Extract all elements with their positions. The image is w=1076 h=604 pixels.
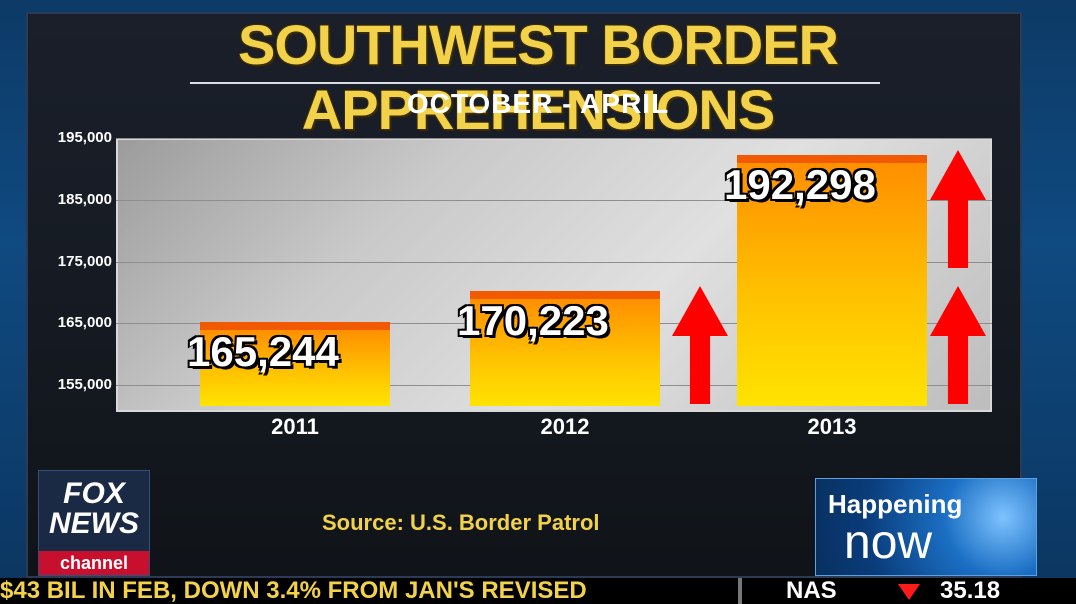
down-triangle-icon	[898, 584, 920, 600]
ticker-symbol: NAS	[786, 577, 837, 604]
y-tick-label: 165,000	[57, 314, 112, 332]
fox-news-logo: FOX NEWS channel	[38, 470, 150, 576]
news-ticker: $43 BIL IN FEB, DOWN 3.4% FROM JAN'S REV…	[0, 578, 1076, 604]
chart-subtitle: OCTOBER - APRIL	[406, 88, 670, 119]
happening-line2: now	[844, 516, 933, 569]
bar-2013	[737, 154, 927, 406]
y-tick-label: 175,000	[57, 252, 112, 270]
bar-2011	[200, 321, 390, 406]
ticker-divider	[738, 578, 742, 604]
bar-value-label: 192,298	[724, 160, 876, 208]
red-up-arrow-icon	[930, 286, 986, 404]
y-tick-label: 155,000	[57, 376, 112, 394]
gridline	[116, 138, 992, 139]
title-divider	[190, 82, 880, 84]
bar-2012	[470, 291, 660, 406]
x-tick-label: 2011	[271, 414, 319, 439]
y-tick-label: 195,000	[57, 129, 112, 146]
logo-line2: NEWS	[49, 507, 139, 540]
logo-line1: FOX	[63, 477, 125, 510]
happening-line1: Happening	[828, 489, 963, 519]
bar-value-label: 165,244	[187, 327, 339, 375]
gridline	[116, 261, 992, 263]
happening-now-badge: Happening now	[815, 478, 1037, 576]
y-tick-label: 185,000	[57, 190, 112, 208]
chart-title: SOUTHWEST BORDER APPREHENSIONS	[238, 13, 839, 141]
x-tick-label: 2012	[540, 414, 590, 439]
source-note: Source: U.S. Border Patrol	[322, 510, 600, 535]
ticker-value: 35.18	[940, 577, 1001, 604]
logo-channel: channel	[39, 551, 149, 575]
logo-text: FOX NEWS	[39, 479, 149, 539]
red-up-arrow-icon	[930, 150, 986, 268]
x-tick-label: 2013	[807, 414, 857, 439]
gridline	[116, 199, 992, 201]
bar-value-label: 170,223	[457, 297, 609, 345]
red-up-arrow-icon	[672, 286, 728, 404]
ticker-headline: $43 BIL IN FEB, DOWN 3.4% FROM JAN'S REV…	[0, 578, 587, 604]
